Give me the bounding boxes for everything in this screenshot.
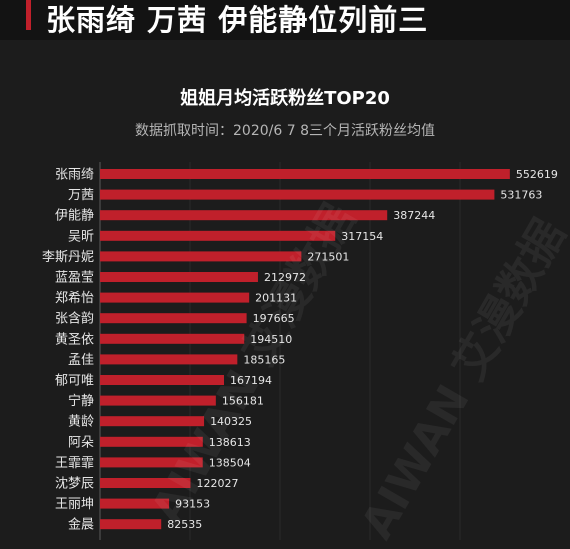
bar xyxy=(100,169,510,179)
value-label: 387244 xyxy=(393,209,435,222)
value-label: 197665 xyxy=(253,312,295,325)
category-label: 沈梦辰 xyxy=(55,477,94,492)
bar xyxy=(100,457,203,468)
bar xyxy=(100,272,258,282)
category-label: 黄龄 xyxy=(68,415,94,430)
header-accent-stripe xyxy=(26,0,31,30)
bar xyxy=(100,354,238,365)
value-label: 185165 xyxy=(243,353,285,366)
category-label: 宁静 xyxy=(68,393,94,409)
category-label: 张含韵 xyxy=(55,311,94,327)
header-bar: 张雨绮 万茜 伊能静位列前三 xyxy=(0,0,570,40)
category-label: 蓝盈莹 xyxy=(55,271,94,286)
bar xyxy=(100,313,247,324)
value-label: 82535 xyxy=(167,518,202,531)
page-title: 张雨绮 万茜 伊能静位列前三 xyxy=(46,3,429,37)
value-label: 156181 xyxy=(222,395,264,408)
bar xyxy=(100,333,245,344)
bar xyxy=(100,395,216,406)
chart-title: 姐姐月均活跃粉丝TOP20 xyxy=(180,88,390,109)
value-label: 167194 xyxy=(230,374,272,387)
value-label: 317154 xyxy=(341,230,383,243)
category-label: 李斯丹妮 xyxy=(42,250,94,265)
value-label: 122027 xyxy=(197,477,239,490)
bar xyxy=(100,230,336,241)
category-label: 万茜 xyxy=(68,188,94,203)
bar xyxy=(100,210,388,221)
bar xyxy=(100,416,205,427)
bar xyxy=(100,436,203,447)
value-label: 138504 xyxy=(209,456,251,469)
category-label: 孟佳 xyxy=(68,353,94,368)
category-label: 郁可唯 xyxy=(55,374,94,389)
category-label: 伊能静 xyxy=(55,209,94,224)
category-label: 阿朵 xyxy=(68,435,94,450)
bar xyxy=(100,375,225,385)
value-label: 138613 xyxy=(209,436,251,449)
value-label: 140325 xyxy=(210,415,252,428)
bar xyxy=(100,498,170,509)
category-label: 王霏霏 xyxy=(55,456,94,471)
value-label: 212972 xyxy=(264,271,306,284)
category-label: 郑希怡 xyxy=(55,291,94,306)
category-label: 吴昕 xyxy=(68,229,94,244)
bar xyxy=(100,519,162,530)
category-label: 王丽坤 xyxy=(55,497,94,512)
value-label: 93153 xyxy=(175,498,210,511)
category-label: 金晨 xyxy=(68,517,94,533)
category-label: 张雨绮 xyxy=(55,168,94,183)
bar xyxy=(100,478,191,488)
value-label: 552619 xyxy=(516,168,558,181)
chart-subtitle: 数据抓取时间：2020/6 7 8三个月活跃粉丝均值 xyxy=(135,123,435,139)
bar xyxy=(100,292,250,303)
bar xyxy=(100,189,495,200)
value-label: 531763 xyxy=(500,189,542,202)
value-label: 194510 xyxy=(250,333,292,346)
category-label: 黄圣依 xyxy=(55,332,94,347)
value-label: 201131 xyxy=(255,292,297,305)
bar xyxy=(100,251,302,262)
value-label: 271501 xyxy=(307,250,349,263)
